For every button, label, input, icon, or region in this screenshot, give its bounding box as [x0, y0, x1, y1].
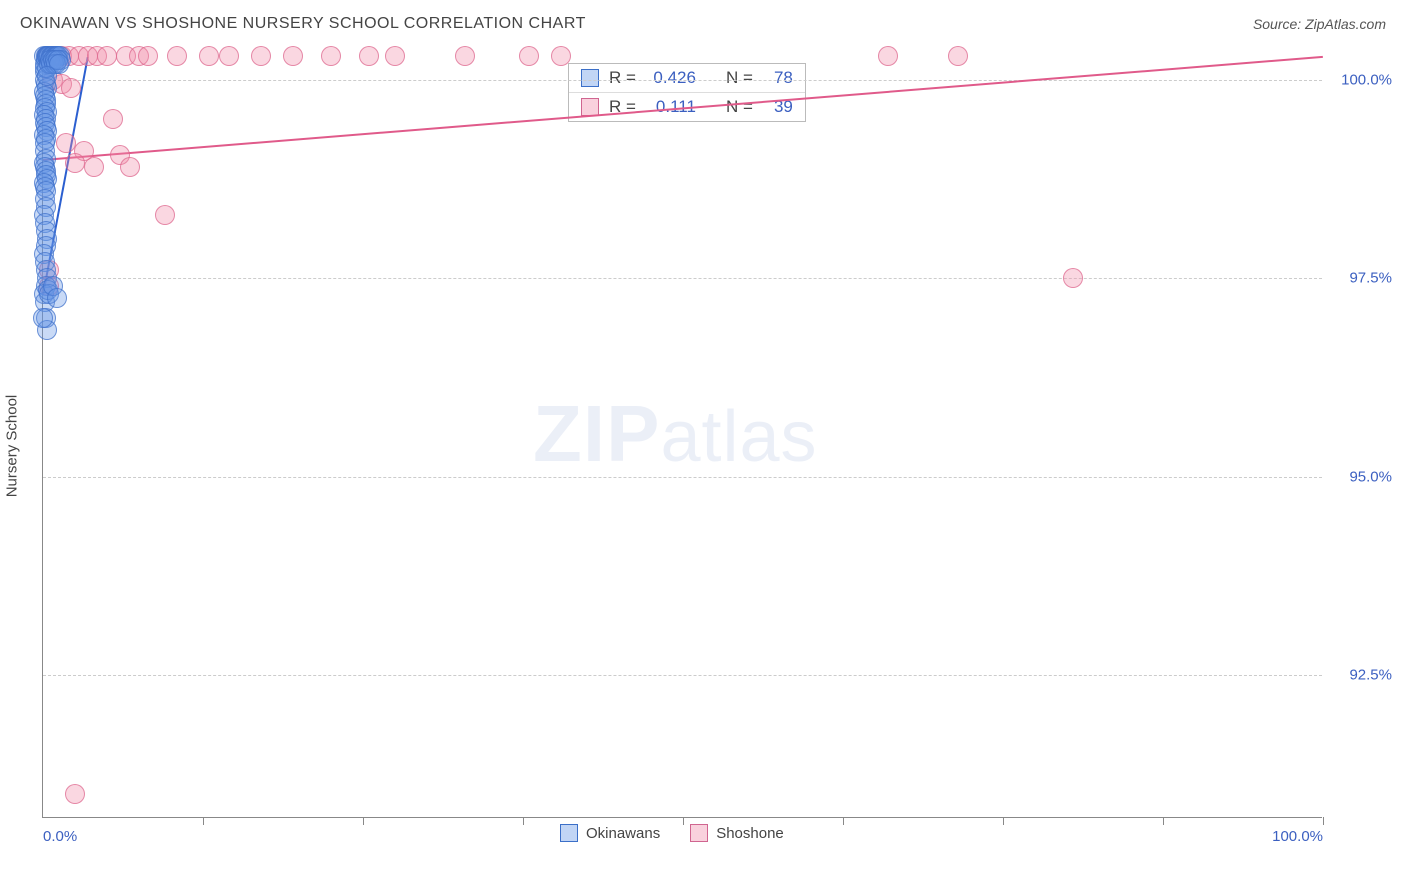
data-point-shoshone	[551, 46, 571, 66]
data-point-shoshone	[84, 157, 104, 177]
data-point-shoshone	[103, 109, 123, 129]
data-point-shoshone	[155, 205, 175, 225]
data-point-shoshone	[948, 46, 968, 66]
ytick-label: 100.0%	[1332, 71, 1392, 88]
data-point-shoshone	[167, 46, 187, 66]
data-point-shoshone	[97, 46, 117, 66]
xtick-label: 0.0%	[43, 828, 77, 845]
y-axis-label: Nursery School	[4, 395, 21, 498]
data-point-shoshone	[283, 46, 303, 66]
xtick-mark	[203, 817, 204, 825]
xtick-mark	[843, 817, 844, 825]
xtick-mark	[1003, 817, 1004, 825]
gridline-h	[43, 80, 1322, 81]
data-point-shoshone	[519, 46, 539, 66]
xtick-mark	[523, 817, 524, 825]
data-point-shoshone	[65, 153, 85, 173]
scatter-chart: ZIPatlas R = 0.426 N = 78 R = 0.111 N = …	[42, 48, 1322, 818]
data-point-shoshone	[321, 46, 341, 66]
legend-item-okinawans: Okinawans	[560, 824, 660, 842]
data-point-okinawans	[33, 308, 53, 328]
data-point-shoshone	[385, 46, 405, 66]
watermark: ZIPatlas	[533, 388, 818, 480]
n-label: N =	[726, 68, 753, 88]
data-point-shoshone	[1063, 268, 1083, 288]
xtick-mark	[1163, 817, 1164, 825]
watermark-bold: ZIP	[533, 389, 660, 478]
watermark-light: atlas	[660, 397, 817, 477]
swatch-shoshone	[581, 98, 599, 116]
ytick-label: 97.5%	[1332, 270, 1392, 287]
source-label: Source: ZipAtlas.com	[1253, 16, 1386, 32]
data-point-shoshone	[61, 78, 81, 98]
r-value-okinawans: 0.426	[646, 68, 696, 88]
data-point-shoshone	[878, 46, 898, 66]
ytick-label: 95.0%	[1332, 468, 1392, 485]
gridline-h	[43, 477, 1322, 478]
n-value-okinawans: 78	[763, 68, 793, 88]
data-point-shoshone	[455, 46, 475, 66]
data-point-shoshone	[219, 46, 239, 66]
data-point-shoshone	[138, 46, 158, 66]
legend-swatch-okinawans	[560, 824, 578, 842]
data-point-shoshone	[251, 46, 271, 66]
xtick-mark	[363, 817, 364, 825]
legend-swatch-shoshone	[690, 824, 708, 842]
data-point-shoshone	[199, 46, 219, 66]
ytick-label: 92.5%	[1332, 667, 1392, 684]
data-point-okinawans	[37, 66, 57, 86]
legend-label-shoshone: Shoshone	[716, 825, 784, 842]
xtick-mark	[1323, 817, 1324, 825]
gridline-h	[43, 675, 1322, 676]
xtick-label: 100.0%	[1272, 828, 1323, 845]
data-point-shoshone	[65, 784, 85, 804]
legend: Okinawans Shoshone	[560, 824, 784, 842]
data-point-shoshone	[120, 157, 140, 177]
gridline-h	[43, 278, 1322, 279]
swatch-okinawans	[581, 69, 599, 87]
data-point-shoshone	[359, 46, 379, 66]
chart-title: OKINAWAN VS SHOSHONE NURSERY SCHOOL CORR…	[20, 15, 586, 33]
legend-label-okinawans: Okinawans	[586, 825, 660, 842]
data-point-okinawans	[47, 288, 67, 308]
stats-row-okinawans: R = 0.426 N = 78	[569, 64, 805, 92]
r-label: R =	[609, 68, 636, 88]
legend-item-shoshone: Shoshone	[690, 824, 784, 842]
n-label: N =	[726, 97, 753, 117]
